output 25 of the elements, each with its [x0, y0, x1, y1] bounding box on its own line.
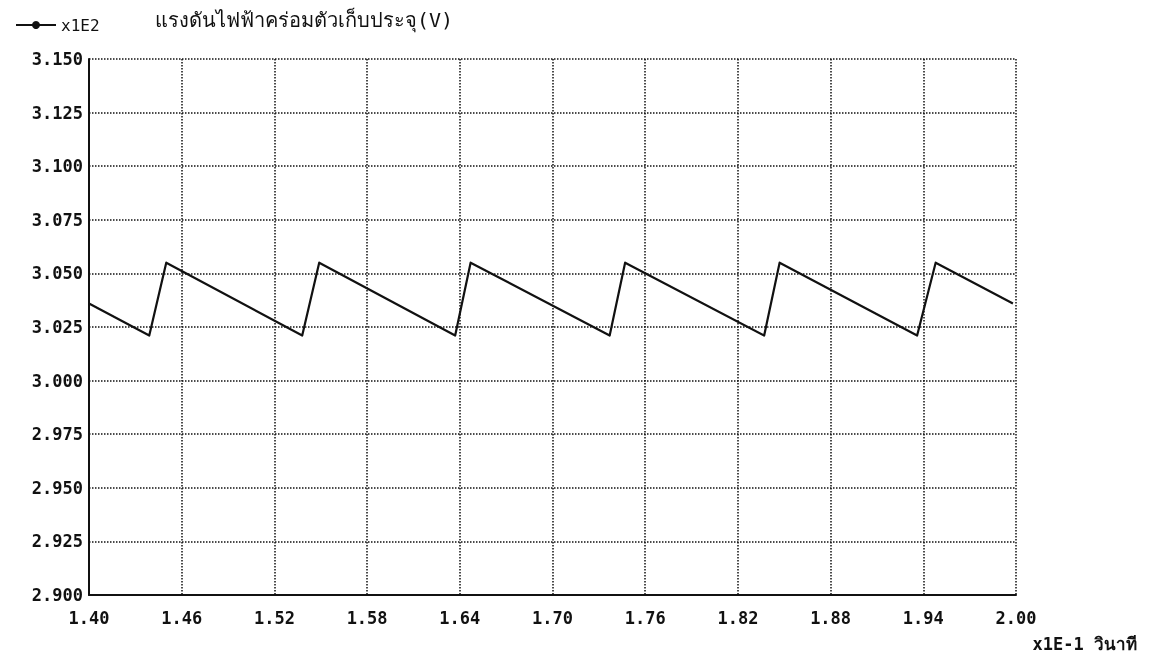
x-tick-label: 1.40 — [68, 607, 110, 628]
y-tick-label: 3.100 — [31, 156, 83, 177]
x-tick-label: 1.70 — [532, 607, 573, 628]
y-tick-label: 2.900 — [31, 585, 83, 605]
x-tick-label: 1.76 — [624, 607, 666, 628]
x-tick-label: 1.58 — [346, 607, 388, 628]
y-tick-label: 3.050 — [31, 263, 83, 284]
y-tick-label: 3.075 — [31, 209, 83, 230]
y-tick-label: 3.000 — [31, 370, 83, 391]
x-tick-label: 1.82 — [717, 607, 759, 628]
x-tick-label: 1.64 — [439, 607, 481, 628]
y-tick-label: 2.975 — [31, 424, 83, 445]
y-tick-label: 3.150 — [31, 49, 83, 69]
y-tick-label: 3.025 — [31, 317, 83, 337]
x-axis-title: x1E-1 วินาที — [1032, 633, 1138, 654]
x-tick-label: 2.00 — [995, 607, 1037, 628]
legend-label: x1E2 — [61, 15, 100, 35]
y-tick-label: 2.950 — [31, 477, 83, 498]
y-tick-label: 3.125 — [31, 102, 83, 123]
x-tick-label: 1.52 — [253, 607, 295, 628]
y-axis-title: แรงดันไฟฟ้าคร่อมตัวเก็บประจุ(V) — [155, 7, 454, 33]
x-tick-label: 1.94 — [902, 607, 944, 628]
y-tick-label: 2.925 — [31, 531, 83, 552]
x-tick-label: 1.88 — [810, 607, 852, 628]
x-tick-label: 1.46 — [161, 607, 203, 628]
